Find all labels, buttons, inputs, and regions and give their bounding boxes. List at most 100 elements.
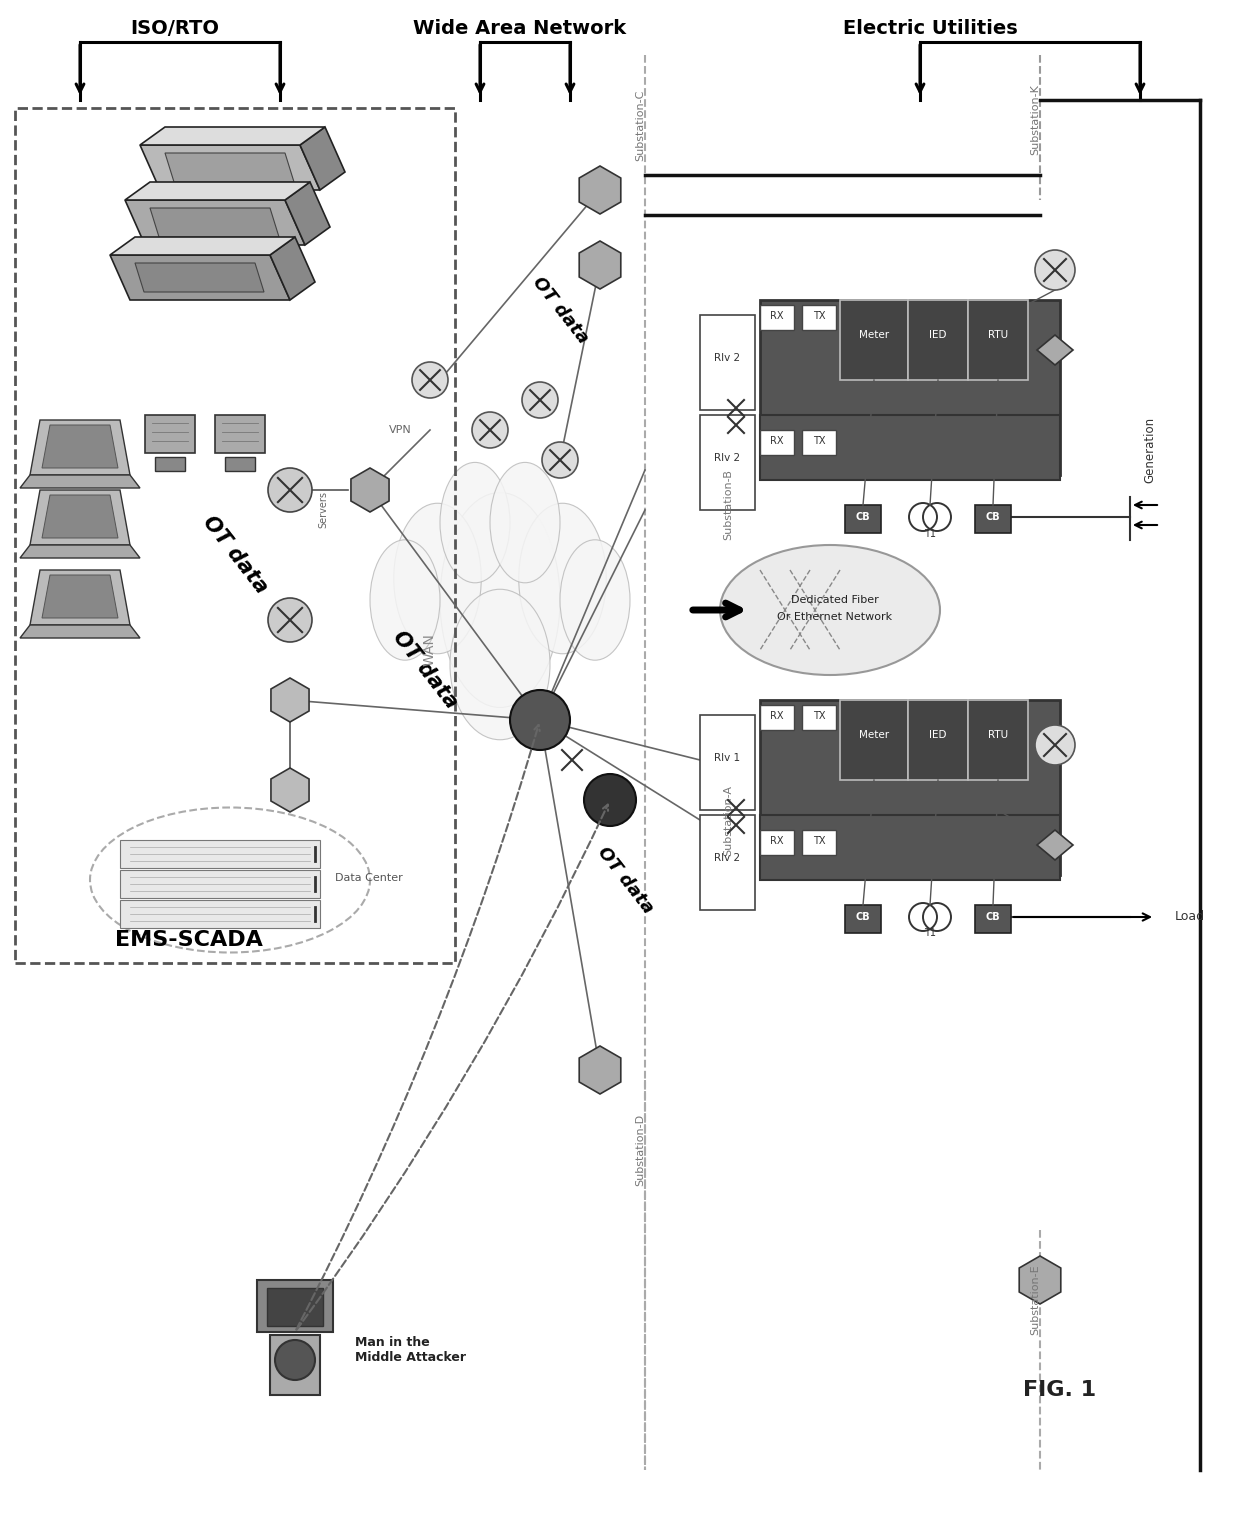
Circle shape (522, 382, 558, 418)
Bar (760, 815, 1060, 881)
Text: Meter: Meter (859, 330, 889, 341)
Circle shape (412, 362, 448, 399)
Polygon shape (42, 424, 118, 468)
Text: TX: TX (812, 310, 826, 321)
Text: T1: T1 (924, 928, 936, 938)
Polygon shape (150, 208, 279, 237)
Polygon shape (20, 545, 140, 558)
Text: RX: RX (770, 437, 784, 446)
Polygon shape (579, 240, 621, 289)
Polygon shape (30, 420, 130, 475)
Text: RIv 1: RIv 1 (714, 753, 740, 764)
Text: IED: IED (929, 730, 947, 741)
Text: RX: RX (770, 837, 784, 846)
Polygon shape (140, 144, 320, 190)
Polygon shape (42, 494, 118, 538)
Text: T1: T1 (924, 529, 936, 538)
Bar (215, 415, 265, 453)
Bar (975, 905, 1011, 932)
Polygon shape (110, 256, 290, 300)
Text: Substation-C: Substation-C (635, 90, 645, 161)
Bar (844, 505, 880, 532)
Polygon shape (1019, 1256, 1060, 1303)
Polygon shape (579, 166, 621, 214)
Text: RX: RX (770, 710, 784, 721)
Text: RTU: RTU (988, 730, 1008, 741)
Text: Man in the
Middle Attacker: Man in the Middle Attacker (355, 1335, 466, 1364)
Text: OT data: OT data (388, 627, 461, 713)
Text: OT data: OT data (594, 843, 656, 917)
Bar (120, 900, 320, 928)
Text: CB: CB (856, 513, 870, 522)
Bar (267, 1288, 322, 1326)
Bar (224, 456, 255, 472)
Bar (155, 456, 185, 472)
Polygon shape (165, 154, 294, 183)
Bar (270, 1335, 320, 1395)
Text: Substation-E: Substation-E (1030, 1264, 1040, 1335)
Bar (120, 870, 320, 897)
Bar (145, 415, 195, 453)
Text: VPN: VPN (388, 424, 412, 435)
Bar (701, 415, 755, 510)
Polygon shape (300, 126, 345, 190)
Circle shape (275, 1340, 315, 1380)
Polygon shape (30, 490, 130, 545)
Polygon shape (272, 768, 309, 812)
Text: TX: TX (812, 437, 826, 446)
Bar (802, 706, 836, 730)
Bar (908, 700, 968, 780)
Bar (802, 830, 836, 855)
Polygon shape (579, 1046, 621, 1094)
Polygon shape (20, 475, 140, 488)
Text: CB: CB (986, 513, 1001, 522)
Bar (701, 315, 755, 411)
Circle shape (542, 443, 578, 478)
Text: OT data: OT data (198, 513, 272, 598)
Polygon shape (140, 126, 325, 144)
Polygon shape (42, 575, 118, 618)
Circle shape (584, 774, 636, 826)
Polygon shape (272, 678, 309, 722)
Text: CB: CB (856, 913, 870, 922)
Polygon shape (125, 199, 305, 245)
Text: RX: RX (770, 310, 784, 321)
Text: RIv 2: RIv 2 (714, 853, 740, 862)
Ellipse shape (518, 503, 606, 654)
Bar (701, 815, 755, 910)
Ellipse shape (440, 462, 510, 583)
Circle shape (1035, 726, 1075, 765)
Bar (975, 505, 1011, 532)
Bar (968, 300, 1028, 380)
Text: Or Ethernet Network: Or Ethernet Network (777, 611, 893, 622)
Text: Data Center: Data Center (335, 873, 403, 884)
Bar (760, 430, 794, 455)
Polygon shape (125, 183, 310, 199)
Circle shape (268, 598, 312, 642)
Polygon shape (110, 237, 295, 256)
Polygon shape (30, 570, 130, 625)
Polygon shape (270, 237, 315, 300)
Circle shape (1035, 249, 1075, 291)
Text: Meter: Meter (859, 730, 889, 741)
Bar (968, 700, 1028, 780)
Text: IED: IED (929, 330, 947, 341)
Text: Substation-D: Substation-D (635, 1113, 645, 1186)
Text: Electric Utilities: Electric Utilities (843, 18, 1017, 38)
Ellipse shape (370, 540, 440, 660)
Bar (760, 300, 1060, 475)
Bar (844, 905, 880, 932)
Bar (839, 700, 908, 780)
Polygon shape (20, 625, 140, 637)
Polygon shape (135, 263, 264, 292)
Circle shape (510, 691, 570, 750)
Ellipse shape (490, 462, 560, 583)
Text: Substation-K: Substation-K (1030, 85, 1040, 155)
Ellipse shape (720, 545, 940, 675)
Bar (760, 306, 794, 330)
Ellipse shape (394, 503, 481, 654)
Text: EMS-SCADA: EMS-SCADA (115, 929, 263, 951)
Text: Substation-B: Substation-B (723, 470, 733, 540)
Bar (760, 706, 794, 730)
Bar (760, 830, 794, 855)
